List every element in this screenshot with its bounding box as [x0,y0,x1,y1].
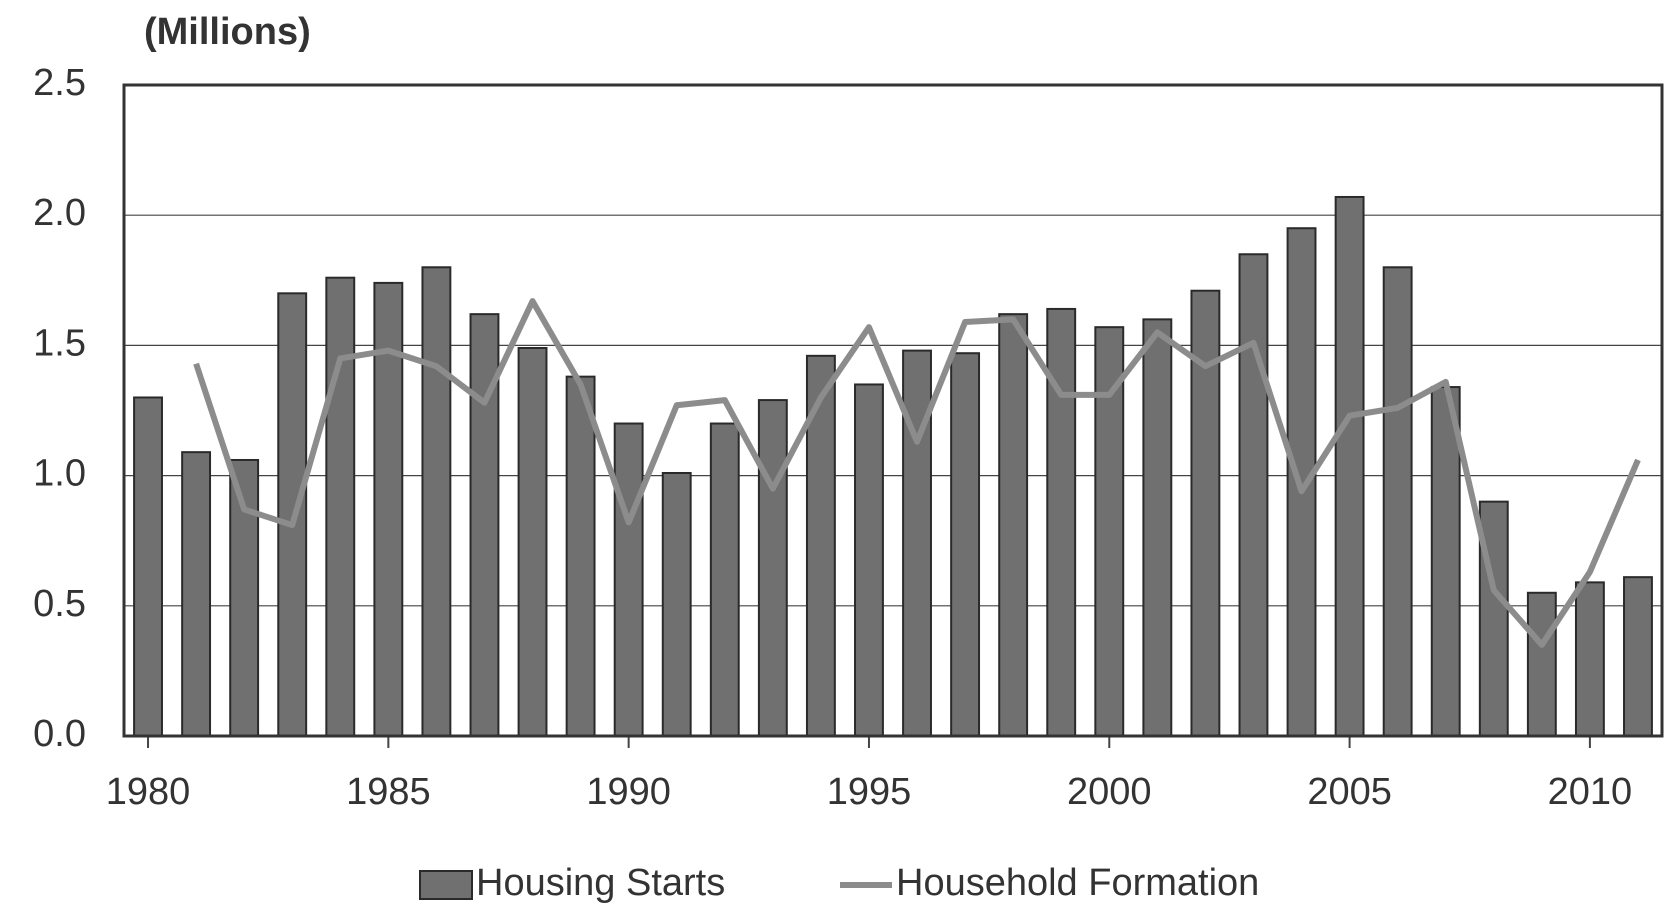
line [193,298,1641,648]
x-tick-label: 1995 [827,771,912,813]
bar [1238,253,1269,737]
bar [325,276,356,737]
bar [133,396,163,737]
plot-frame [122,83,1664,738]
y-tick-label: 1.0 [33,453,86,495]
y-tick-label: 1.5 [33,322,86,364]
bar [517,347,548,737]
bar [1382,266,1413,737]
bar [950,352,981,737]
bar [709,422,740,737]
y-tick-label: 0.5 [33,583,86,625]
bar [565,375,596,737]
y-tick-label: 2.5 [33,62,86,104]
legend-label: Housing Starts [476,862,725,904]
bar [1046,307,1077,737]
chart-title: (Millions) [144,11,311,53]
bar [181,451,212,737]
legend-label: Household Formation [896,862,1259,904]
bar [757,399,788,737]
bar [1094,326,1125,737]
bar [1142,318,1173,737]
bar [902,349,932,737]
x-tick-label: 1990 [586,771,671,813]
x-tick-label: 1980 [106,771,191,813]
legend-swatch [419,870,473,900]
x-tick-label: 1985 [346,771,431,813]
bar [1623,576,1653,737]
y-tick-label: 0.0 [33,713,86,755]
x-tick-label: 2010 [1548,771,1633,813]
bar [661,471,692,737]
x-tick-label: 2005 [1307,771,1392,813]
bar [1526,591,1557,738]
bar [1574,581,1605,738]
bar [421,266,452,737]
bar [613,422,644,737]
bar [1430,386,1461,737]
bar [998,313,1029,737]
bar [229,458,260,737]
y-tick-label: 2.0 [33,192,86,234]
bar [854,383,884,737]
x-tick-label: 2000 [1067,771,1152,813]
bar [373,281,404,737]
bar [1334,195,1365,738]
